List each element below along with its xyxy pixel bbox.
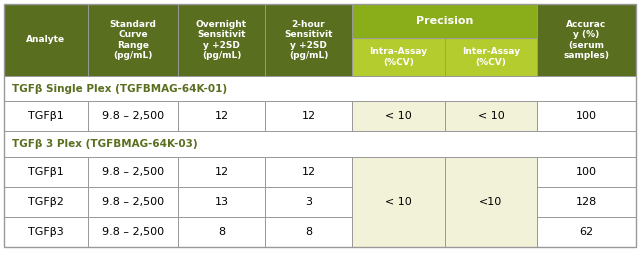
Text: Analyte: Analyte bbox=[26, 36, 65, 44]
Text: < 10: < 10 bbox=[477, 111, 504, 121]
Bar bbox=[352, 157, 445, 247]
Bar bbox=[178, 4, 265, 76]
Text: Overnight
Sensitivit
y +2SD
(pg/mL): Overnight Sensitivit y +2SD (pg/mL) bbox=[196, 20, 247, 60]
Bar bbox=[352, 101, 445, 131]
Bar bbox=[265, 4, 352, 76]
Bar bbox=[265, 217, 352, 247]
Text: TGFβ 3 Plex (TGFBMAG-64K-03): TGFβ 3 Plex (TGFBMAG-64K-03) bbox=[12, 139, 198, 149]
Bar bbox=[265, 157, 352, 187]
Bar bbox=[4, 4, 88, 76]
Text: TGFβ2: TGFβ2 bbox=[28, 197, 64, 207]
Bar bbox=[4, 157, 88, 187]
Bar bbox=[265, 101, 352, 131]
Text: 100: 100 bbox=[576, 111, 597, 121]
Text: Precision: Precision bbox=[416, 16, 473, 26]
Bar bbox=[352, 38, 445, 76]
Bar bbox=[88, 4, 178, 76]
Bar bbox=[4, 131, 636, 157]
Text: 8: 8 bbox=[218, 227, 225, 237]
Text: Inter-Assay
(%CV): Inter-Assay (%CV) bbox=[462, 47, 520, 67]
Text: Standard
Curve
Range
(pg/mL): Standard Curve Range (pg/mL) bbox=[109, 20, 156, 60]
Bar bbox=[4, 187, 88, 217]
Text: TGFβ1: TGFβ1 bbox=[28, 111, 64, 121]
Bar bbox=[352, 4, 537, 38]
Text: 3: 3 bbox=[305, 197, 312, 207]
Text: 12: 12 bbox=[301, 167, 316, 177]
Bar bbox=[445, 157, 537, 247]
Text: 12: 12 bbox=[214, 167, 228, 177]
Bar bbox=[537, 187, 636, 217]
Bar bbox=[88, 157, 178, 187]
Bar bbox=[537, 101, 636, 131]
Bar bbox=[88, 187, 178, 217]
Bar bbox=[4, 217, 88, 247]
Text: 128: 128 bbox=[576, 197, 597, 207]
Text: Intra-Assay
(%CV): Intra-Assay (%CV) bbox=[369, 47, 428, 67]
Text: 100: 100 bbox=[576, 167, 597, 177]
Text: <10: <10 bbox=[479, 197, 502, 207]
Bar bbox=[178, 157, 265, 187]
Bar bbox=[88, 101, 178, 131]
Bar bbox=[178, 187, 265, 217]
Bar bbox=[178, 217, 265, 247]
Bar bbox=[537, 4, 636, 76]
Text: 62: 62 bbox=[579, 227, 593, 237]
Text: TGFβ1: TGFβ1 bbox=[28, 167, 64, 177]
Text: TGFβ3: TGFβ3 bbox=[28, 227, 64, 237]
Text: 12: 12 bbox=[301, 111, 316, 121]
Bar bbox=[537, 217, 636, 247]
Bar bbox=[445, 38, 537, 76]
Bar bbox=[88, 217, 178, 247]
Text: 12: 12 bbox=[214, 111, 228, 121]
Bar bbox=[4, 101, 88, 131]
Text: Accurac
y (%)
(serum
samples): Accurac y (%) (serum samples) bbox=[563, 20, 609, 60]
Text: 9.8 – 2,500: 9.8 – 2,500 bbox=[102, 167, 164, 177]
Bar bbox=[265, 187, 352, 217]
Bar bbox=[445, 101, 537, 131]
Text: 9.8 – 2,500: 9.8 – 2,500 bbox=[102, 197, 164, 207]
Bar bbox=[178, 101, 265, 131]
Text: TGFβ Single Plex (TGFBMAG-64K-01): TGFβ Single Plex (TGFBMAG-64K-01) bbox=[12, 83, 227, 94]
Text: < 10: < 10 bbox=[385, 197, 412, 207]
Bar bbox=[537, 157, 636, 187]
Text: 9.8 – 2,500: 9.8 – 2,500 bbox=[102, 227, 164, 237]
Text: 13: 13 bbox=[214, 197, 228, 207]
Text: < 10: < 10 bbox=[385, 111, 412, 121]
Text: 8: 8 bbox=[305, 227, 312, 237]
Text: 9.8 – 2,500: 9.8 – 2,500 bbox=[102, 111, 164, 121]
Bar bbox=[4, 76, 636, 101]
Text: 2-hour
Sensitivit
y +2SD
(pg/mL): 2-hour Sensitivit y +2SD (pg/mL) bbox=[284, 20, 333, 60]
